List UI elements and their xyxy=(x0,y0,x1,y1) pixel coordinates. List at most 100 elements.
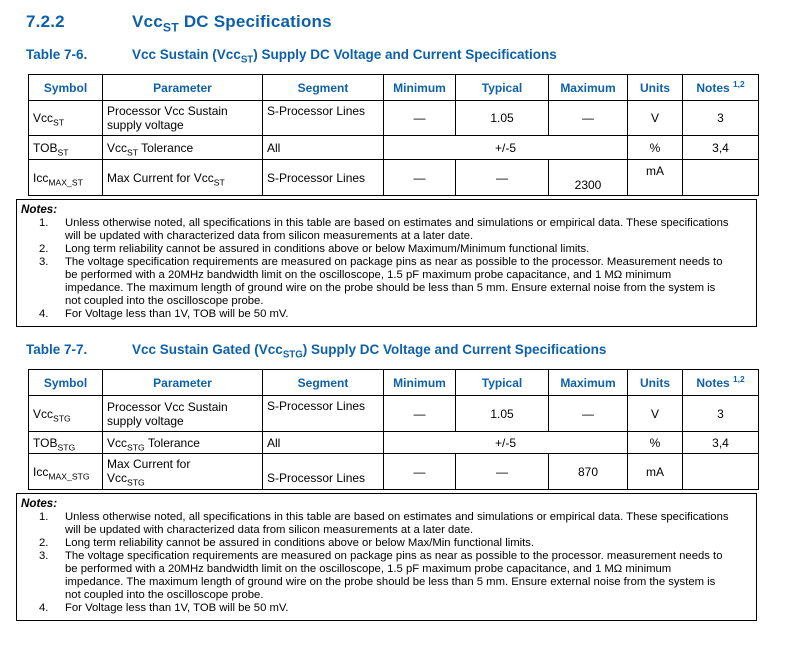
note-number: 4. xyxy=(39,308,49,320)
notes-box-table-7-6: Notes: 1. Unless otherwise noted, all spec… xyxy=(16,199,757,327)
note-number: 4. xyxy=(39,602,49,614)
note-number: 2. xyxy=(39,537,49,549)
note-number: 2. xyxy=(39,243,49,255)
cell-maximum: — xyxy=(548,100,628,136)
section-number: 7.2.2 xyxy=(26,12,65,31)
column-header-units: Units xyxy=(627,369,683,396)
note-number: 1. xyxy=(39,217,49,229)
cell-notes: 3,4 xyxy=(682,431,759,454)
cell-maximum: — xyxy=(548,395,628,432)
cell-minimum: — xyxy=(383,453,456,490)
table-caption-label: Table 7-6. xyxy=(26,47,88,62)
cell-units: % xyxy=(627,431,683,454)
header-row: Symbol Parameter Segment Minimum Typical Maxi… xyxy=(28,369,759,396)
table-caption-title: Vcc Sustain (VccST) Supply DC Voltage an… xyxy=(132,47,557,66)
cell-segment: S-Processor Lines xyxy=(262,159,384,196)
note-text: Long term reliability cannot be assured … xyxy=(65,243,590,255)
note-number: 1. xyxy=(39,511,49,523)
note-text: The voltage specification requirements a… xyxy=(65,550,723,601)
table-row: TOBST VccST Tolerance All +/-5% 3,4 xyxy=(28,135,759,160)
note-text: Unless otherwise noted, all specificatio… xyxy=(65,217,729,242)
cell-symbol: IccMAX_STG xyxy=(28,453,103,490)
note-item: 4. For Voltage less than 1V, TOB will be … xyxy=(21,602,748,615)
table-row: VccSTG Processor Vcc Sustain supply volta… xyxy=(28,395,759,432)
cell-minimum: — xyxy=(383,100,456,136)
cell-typical: — xyxy=(455,453,549,490)
cell-notes xyxy=(682,453,759,490)
table-row: VccST Processor Vcc Sustain supply voltag… xyxy=(28,100,759,136)
cell-symbol: VccSTG xyxy=(28,395,103,432)
note-text: Unless otherwise noted, all specificatio… xyxy=(65,511,729,536)
cell-typical: 1.05 xyxy=(455,100,549,136)
note-item: 3. The voltage specification requirements… xyxy=(21,256,748,308)
cell-parameter: VccSTG Tolerance xyxy=(102,431,263,454)
note-item: 1. Unless otherwise noted, all specificat… xyxy=(21,511,748,537)
note-text: Long term reliability cannot be assured … xyxy=(65,537,535,549)
table-7-6-caption: Table 7-6. Vcc Sustain (VccST) Supply DC… xyxy=(26,47,792,66)
cell-segment: All xyxy=(262,135,384,160)
table-body: VccST Processor Vcc Sustain supply voltag… xyxy=(28,100,759,196)
note-text: The voltage specification requirements a… xyxy=(65,256,723,307)
section-title: VccST DC Specifications xyxy=(132,12,332,35)
cell-segment: S-Processor Lines xyxy=(262,395,384,432)
column-header-symbol: Symbol xyxy=(28,74,103,101)
cell-parameter: Processor Vcc Sustain supply voltage xyxy=(102,395,263,432)
cell-symbol: TOBSTG xyxy=(28,431,103,454)
notes-label: Notes: xyxy=(21,203,58,216)
column-header-minimum: Minimum xyxy=(383,369,456,396)
cell-units: mA xyxy=(627,453,683,490)
column-header-units: Units xyxy=(627,74,683,101)
table-header: Symbol Parameter Segment Minimum Typical Maxi… xyxy=(28,74,759,101)
cell-symbol: TOBST xyxy=(28,135,103,160)
cell-notes: 3 xyxy=(682,395,759,432)
table-row: IccMAX_STG Max Current for VccSTG S-Proces… xyxy=(28,453,759,490)
cell-merged: +/-5 xyxy=(383,135,628,160)
column-header-segment: Segment xyxy=(262,369,384,396)
note-item: 3. The voltage specification requirements… xyxy=(21,550,748,602)
table-caption-label: Table 7-7. xyxy=(26,342,88,357)
note-item: 2. Long term reliability cannot be assure… xyxy=(21,537,748,550)
table-7-7-caption: Table 7-7. Vcc Sustain Gated (VccSTG) Su… xyxy=(26,342,792,361)
cell-typical: 1.05 xyxy=(455,395,549,432)
cell-parameter: Max Current for VccSTG xyxy=(102,453,263,490)
column-header-maximum: Maximum xyxy=(548,74,628,101)
cell-segment: S-Processor Lines xyxy=(262,100,384,136)
note-item: 2. Long term reliability cannot be assure… xyxy=(21,243,748,256)
spec-table-7-6: Symbol Parameter Segment Minimum Typical Maxi… xyxy=(28,74,759,196)
table-row: TOBSTG VccSTG Tolerance All +/-5% 3,4 xyxy=(28,431,759,454)
cell-units: V xyxy=(627,100,683,136)
column-header-typical: Typical xyxy=(455,74,549,101)
column-header-typical: Typical xyxy=(455,369,549,396)
column-header-minimum: Minimum xyxy=(383,74,456,101)
cell-notes: 3 xyxy=(682,100,759,136)
table-header: Symbol Parameter Segment Minimum Typical Maxi… xyxy=(28,369,759,396)
column-header-maximum: Maximum xyxy=(548,369,628,396)
cell-notes: 3,4 xyxy=(682,135,759,160)
cell-units: mA xyxy=(627,159,683,196)
cell-merged: +/-5 xyxy=(383,431,628,454)
cell-maximum: 2300 xyxy=(548,159,628,196)
note-text: For Voltage less than 1V, TOB will be 50… xyxy=(65,602,289,614)
cell-segment: All xyxy=(262,431,384,454)
table-caption-title: Vcc Sustain Gated (VccSTG) Supply DC Vol… xyxy=(132,342,607,361)
cell-symbol: IccMAX_ST xyxy=(28,159,103,196)
cell-parameter: Processor Vcc Sustain supply voltage xyxy=(102,100,263,136)
cell-symbol: VccST xyxy=(28,100,103,136)
cell-units: % xyxy=(627,135,683,160)
header-row: Symbol Parameter Segment Minimum Typical Maxi… xyxy=(28,74,759,101)
table-body: VccSTG Processor Vcc Sustain supply volta… xyxy=(28,395,759,490)
table-row: IccMAX_ST Max Current for VccST S-Processo… xyxy=(28,159,759,196)
notes-box-table-7-7: Notes: 1. Unless otherwise noted, all spec… xyxy=(16,493,757,621)
cell-minimum: — xyxy=(383,159,456,196)
note-item: 4. For Voltage less than 1V, TOB will be … xyxy=(21,308,748,321)
column-header-parameter: Parameter xyxy=(102,369,263,396)
note-number: 3. xyxy=(39,550,49,562)
spec-table-7-7: Symbol Parameter Segment Minimum Typical Maxi… xyxy=(28,369,759,490)
cell-notes xyxy=(682,159,759,196)
column-header-parameter: Parameter xyxy=(102,74,263,101)
cell-units: V xyxy=(627,395,683,432)
column-header-notes: Notes 1,2 xyxy=(682,74,759,101)
cell-segment: S-Processor Lines xyxy=(262,453,384,490)
cell-parameter: VccST Tolerance xyxy=(102,135,263,160)
